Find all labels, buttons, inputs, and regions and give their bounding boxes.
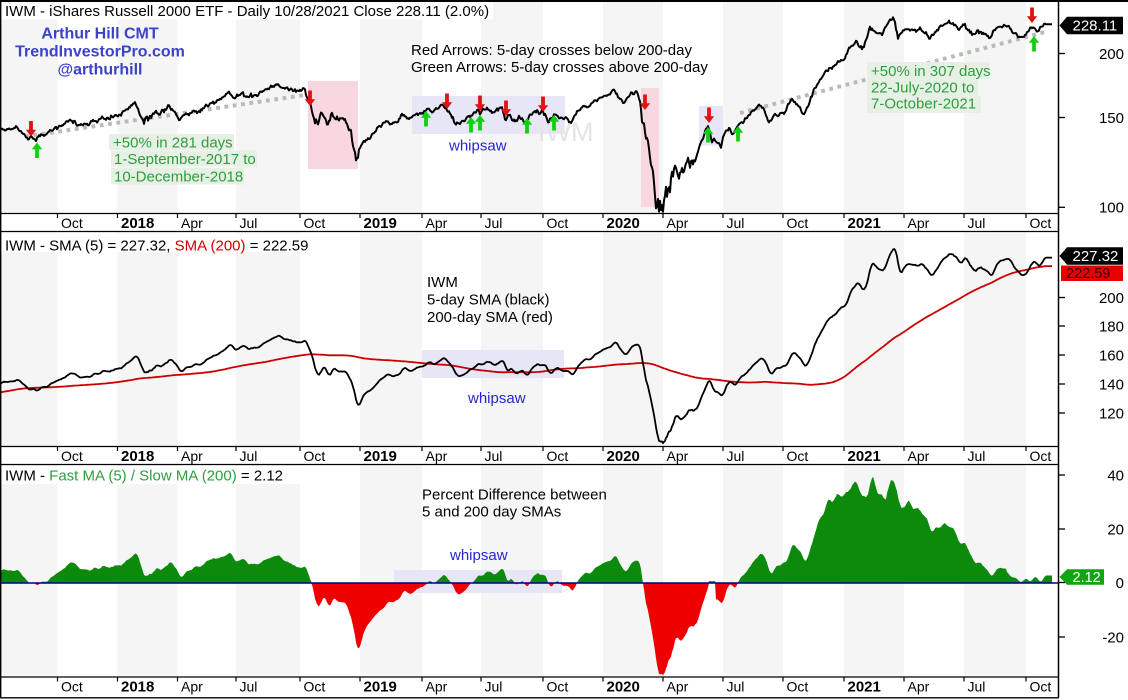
- svg-text:Apr: Apr: [908, 215, 930, 231]
- svg-text:IWM - iShares Russell 2000 ETF: IWM - iShares Russell 2000 ETF - Daily 1…: [5, 3, 489, 20]
- svg-text:Oct: Oct: [787, 448, 809, 464]
- svg-text:100: 100: [1099, 200, 1124, 217]
- svg-text:Oct: Oct: [61, 448, 83, 464]
- svg-text:2020: 2020: [607, 679, 640, 696]
- svg-text:40: 40: [1107, 467, 1124, 484]
- svg-text:2018: 2018: [121, 448, 154, 465]
- svg-text:Jul: Jul: [485, 215, 503, 231]
- svg-text:Apr: Apr: [426, 679, 448, 695]
- svg-text:Apr: Apr: [908, 448, 930, 464]
- svg-text:1-September-2017 to: 1-September-2017 to: [114, 151, 256, 168]
- svg-text:Apr: Apr: [667, 448, 689, 464]
- svg-text:5 and 200 day SMAs: 5 and 200 day SMAs: [422, 504, 561, 521]
- svg-text:160: 160: [1099, 347, 1124, 364]
- svg-text:Jul: Jul: [485, 448, 503, 464]
- svg-text:20: 20: [1107, 521, 1124, 538]
- svg-text:IWM - SMA (5) = 227.32, SMA (2: IWM - SMA (5) = 227.32, SMA (200) = 222.…: [5, 238, 309, 255]
- svg-text:200: 200: [1099, 46, 1124, 63]
- svg-text:7-October-2021: 7-October-2021: [871, 96, 976, 113]
- svg-text:5-day SMA (black): 5-day SMA (black): [427, 292, 550, 309]
- svg-text:Jul: Jul: [968, 448, 986, 464]
- svg-text:2020: 2020: [607, 215, 640, 232]
- svg-text:Jul: Jul: [727, 215, 745, 231]
- svg-text:whipsaw: whipsaw: [467, 390, 526, 407]
- svg-text:IWM: IWM: [427, 274, 458, 291]
- svg-text:120: 120: [1099, 405, 1124, 422]
- svg-text:2019: 2019: [364, 215, 397, 232]
- svg-text:Jul: Jul: [240, 215, 258, 231]
- svg-text:2021: 2021: [848, 448, 881, 465]
- svg-text:Apr: Apr: [181, 215, 203, 231]
- svg-text:whipsaw: whipsaw: [448, 138, 507, 155]
- svg-text:140: 140: [1099, 376, 1124, 393]
- svg-text:+50% in 281 days: +50% in 281 days: [113, 135, 233, 152]
- svg-text:Oct: Oct: [304, 215, 326, 231]
- svg-text:+50% in 307 days: +50% in 307 days: [871, 63, 991, 80]
- svg-text:@arthurhill: @arthurhill: [58, 62, 143, 79]
- svg-text:IWM: IWM: [538, 117, 593, 147]
- svg-text:Apr: Apr: [667, 215, 689, 231]
- svg-text:Apr: Apr: [426, 448, 448, 464]
- svg-text:0: 0: [1116, 575, 1124, 592]
- svg-text:whipsaw: whipsaw: [449, 547, 508, 564]
- svg-text:10-December-2018: 10-December-2018: [114, 169, 243, 186]
- svg-text:Apr: Apr: [426, 215, 448, 231]
- svg-text:200: 200: [1099, 290, 1124, 307]
- svg-text:Jul: Jul: [727, 679, 745, 695]
- svg-text:Apr: Apr: [908, 679, 930, 695]
- svg-text:TrendInvestorPro.com: TrendInvestorPro.com: [15, 44, 185, 61]
- svg-text:2021: 2021: [848, 215, 881, 232]
- svg-text:Oct: Oct: [547, 679, 569, 695]
- svg-text:2019: 2019: [364, 448, 397, 465]
- svg-text:Jul: Jul: [968, 679, 986, 695]
- svg-text:Oct: Oct: [547, 215, 569, 231]
- svg-text:2019: 2019: [364, 679, 397, 696]
- svg-text:200-day SMA (red): 200-day SMA (red): [427, 309, 553, 326]
- svg-text:180: 180: [1099, 318, 1124, 335]
- svg-text:Oct: Oct: [61, 215, 83, 231]
- svg-text:Apr: Apr: [181, 448, 203, 464]
- svg-text:227.32: 227.32: [1073, 248, 1119, 265]
- svg-text:150: 150: [1099, 110, 1124, 127]
- svg-text:Jul: Jul: [968, 215, 986, 231]
- svg-text:2018: 2018: [121, 215, 154, 232]
- svg-text:228.11: 228.11: [1073, 18, 1118, 35]
- svg-text:IWM - Fast MA (5) / Slow MA (2: IWM - Fast MA (5) / Slow MA (200) = 2.12: [5, 468, 283, 485]
- svg-text:222.59: 222.59: [1066, 266, 1110, 282]
- svg-text:Apr: Apr: [667, 679, 689, 695]
- svg-text:Oct: Oct: [787, 215, 809, 231]
- svg-text:Apr: Apr: [181, 679, 203, 695]
- svg-text:2020: 2020: [607, 448, 640, 465]
- svg-text:-20: -20: [1102, 629, 1124, 646]
- svg-text:Oct: Oct: [304, 448, 326, 464]
- svg-text:Oct: Oct: [1030, 679, 1052, 695]
- svg-text:Oct: Oct: [1030, 215, 1052, 231]
- svg-text:2021: 2021: [848, 679, 881, 696]
- svg-text:Oct: Oct: [61, 679, 83, 695]
- svg-text:Jul: Jul: [485, 679, 503, 695]
- svg-text:2.12: 2.12: [1073, 570, 1101, 586]
- svg-text:2018: 2018: [121, 679, 154, 696]
- svg-text:22-July-2020 to: 22-July-2020 to: [871, 80, 974, 97]
- svg-text:Oct: Oct: [787, 679, 809, 695]
- svg-text:Percent Difference between: Percent Difference between: [422, 487, 607, 504]
- svg-text:Red Arrows: 5-day crosses belo: Red Arrows: 5-day crosses below 200-day: [411, 42, 692, 59]
- svg-text:Oct: Oct: [304, 679, 326, 695]
- svg-text:Jul: Jul: [240, 448, 258, 464]
- svg-text:Green Arrows: 5-day crosses ab: Green Arrows: 5-day crosses above 200-da…: [411, 59, 708, 76]
- svg-text:Oct: Oct: [1030, 448, 1052, 464]
- svg-text:Jul: Jul: [240, 679, 258, 695]
- svg-text:Oct: Oct: [547, 448, 569, 464]
- svg-text:Arthur Hill CMT: Arthur Hill CMT: [41, 26, 159, 43]
- svg-text:Jul: Jul: [727, 448, 745, 464]
